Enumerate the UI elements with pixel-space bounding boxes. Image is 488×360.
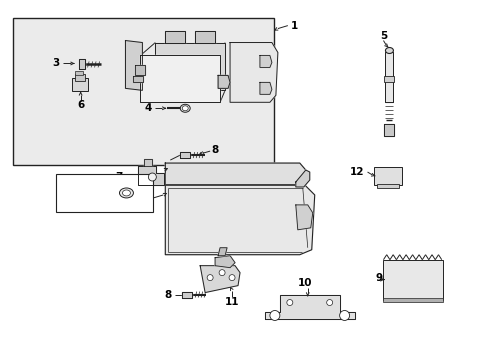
Polygon shape bbox=[264, 294, 354, 319]
Polygon shape bbox=[155, 42, 224, 90]
Bar bbox=[377, 184, 399, 188]
Text: 10: 10 bbox=[297, 278, 311, 288]
Polygon shape bbox=[229, 42, 277, 102]
Polygon shape bbox=[195, 31, 215, 42]
Polygon shape bbox=[218, 75, 229, 88]
Polygon shape bbox=[384, 124, 394, 136]
Bar bbox=[75, 75, 84, 81]
Ellipse shape bbox=[122, 190, 130, 196]
Text: 7: 7 bbox=[115, 172, 122, 182]
Bar bbox=[374, 167, 402, 185]
Bar bbox=[383, 260, 442, 300]
Ellipse shape bbox=[148, 173, 156, 181]
Polygon shape bbox=[218, 248, 226, 256]
Text: 6: 6 bbox=[77, 100, 84, 110]
Bar bbox=[384, 76, 394, 82]
Bar bbox=[385, 53, 393, 102]
Ellipse shape bbox=[182, 106, 188, 111]
Polygon shape bbox=[144, 159, 152, 166]
Circle shape bbox=[269, 310, 279, 320]
Text: 4: 4 bbox=[144, 103, 152, 113]
Circle shape bbox=[339, 310, 349, 320]
Text: 5: 5 bbox=[379, 31, 386, 41]
Ellipse shape bbox=[119, 188, 133, 198]
Text: 2: 2 bbox=[65, 188, 72, 198]
Bar bbox=[13, 18, 273, 165]
Polygon shape bbox=[138, 166, 164, 185]
Polygon shape bbox=[295, 170, 309, 187]
Text: 11: 11 bbox=[224, 297, 239, 306]
Bar bbox=[383, 298, 442, 302]
Text: 1: 1 bbox=[290, 21, 298, 31]
Polygon shape bbox=[165, 31, 185, 42]
Bar bbox=[56, 174, 153, 212]
Polygon shape bbox=[135, 66, 145, 75]
Polygon shape bbox=[215, 256, 235, 268]
Circle shape bbox=[207, 275, 213, 280]
Circle shape bbox=[326, 300, 332, 306]
Polygon shape bbox=[295, 205, 312, 230]
Polygon shape bbox=[200, 266, 240, 293]
Circle shape bbox=[228, 275, 235, 280]
Bar bbox=[75, 71, 82, 75]
Polygon shape bbox=[260, 55, 271, 67]
Text: 9: 9 bbox=[375, 273, 382, 283]
Polygon shape bbox=[133, 76, 143, 82]
Polygon shape bbox=[140, 55, 220, 102]
Text: 4: 4 bbox=[95, 188, 102, 198]
Circle shape bbox=[286, 300, 292, 306]
Ellipse shape bbox=[180, 104, 190, 112]
Polygon shape bbox=[125, 41, 142, 90]
Text: 3: 3 bbox=[52, 58, 59, 68]
Text: 8: 8 bbox=[211, 145, 218, 155]
Bar bbox=[72, 78, 87, 91]
Polygon shape bbox=[260, 82, 271, 94]
Text: 8: 8 bbox=[164, 289, 172, 300]
Polygon shape bbox=[79, 59, 84, 69]
Text: 12: 12 bbox=[348, 167, 363, 177]
Polygon shape bbox=[182, 292, 192, 298]
Ellipse shape bbox=[385, 48, 393, 54]
Polygon shape bbox=[165, 163, 305, 185]
Polygon shape bbox=[165, 185, 314, 255]
Polygon shape bbox=[180, 152, 190, 158]
Circle shape bbox=[219, 270, 224, 276]
